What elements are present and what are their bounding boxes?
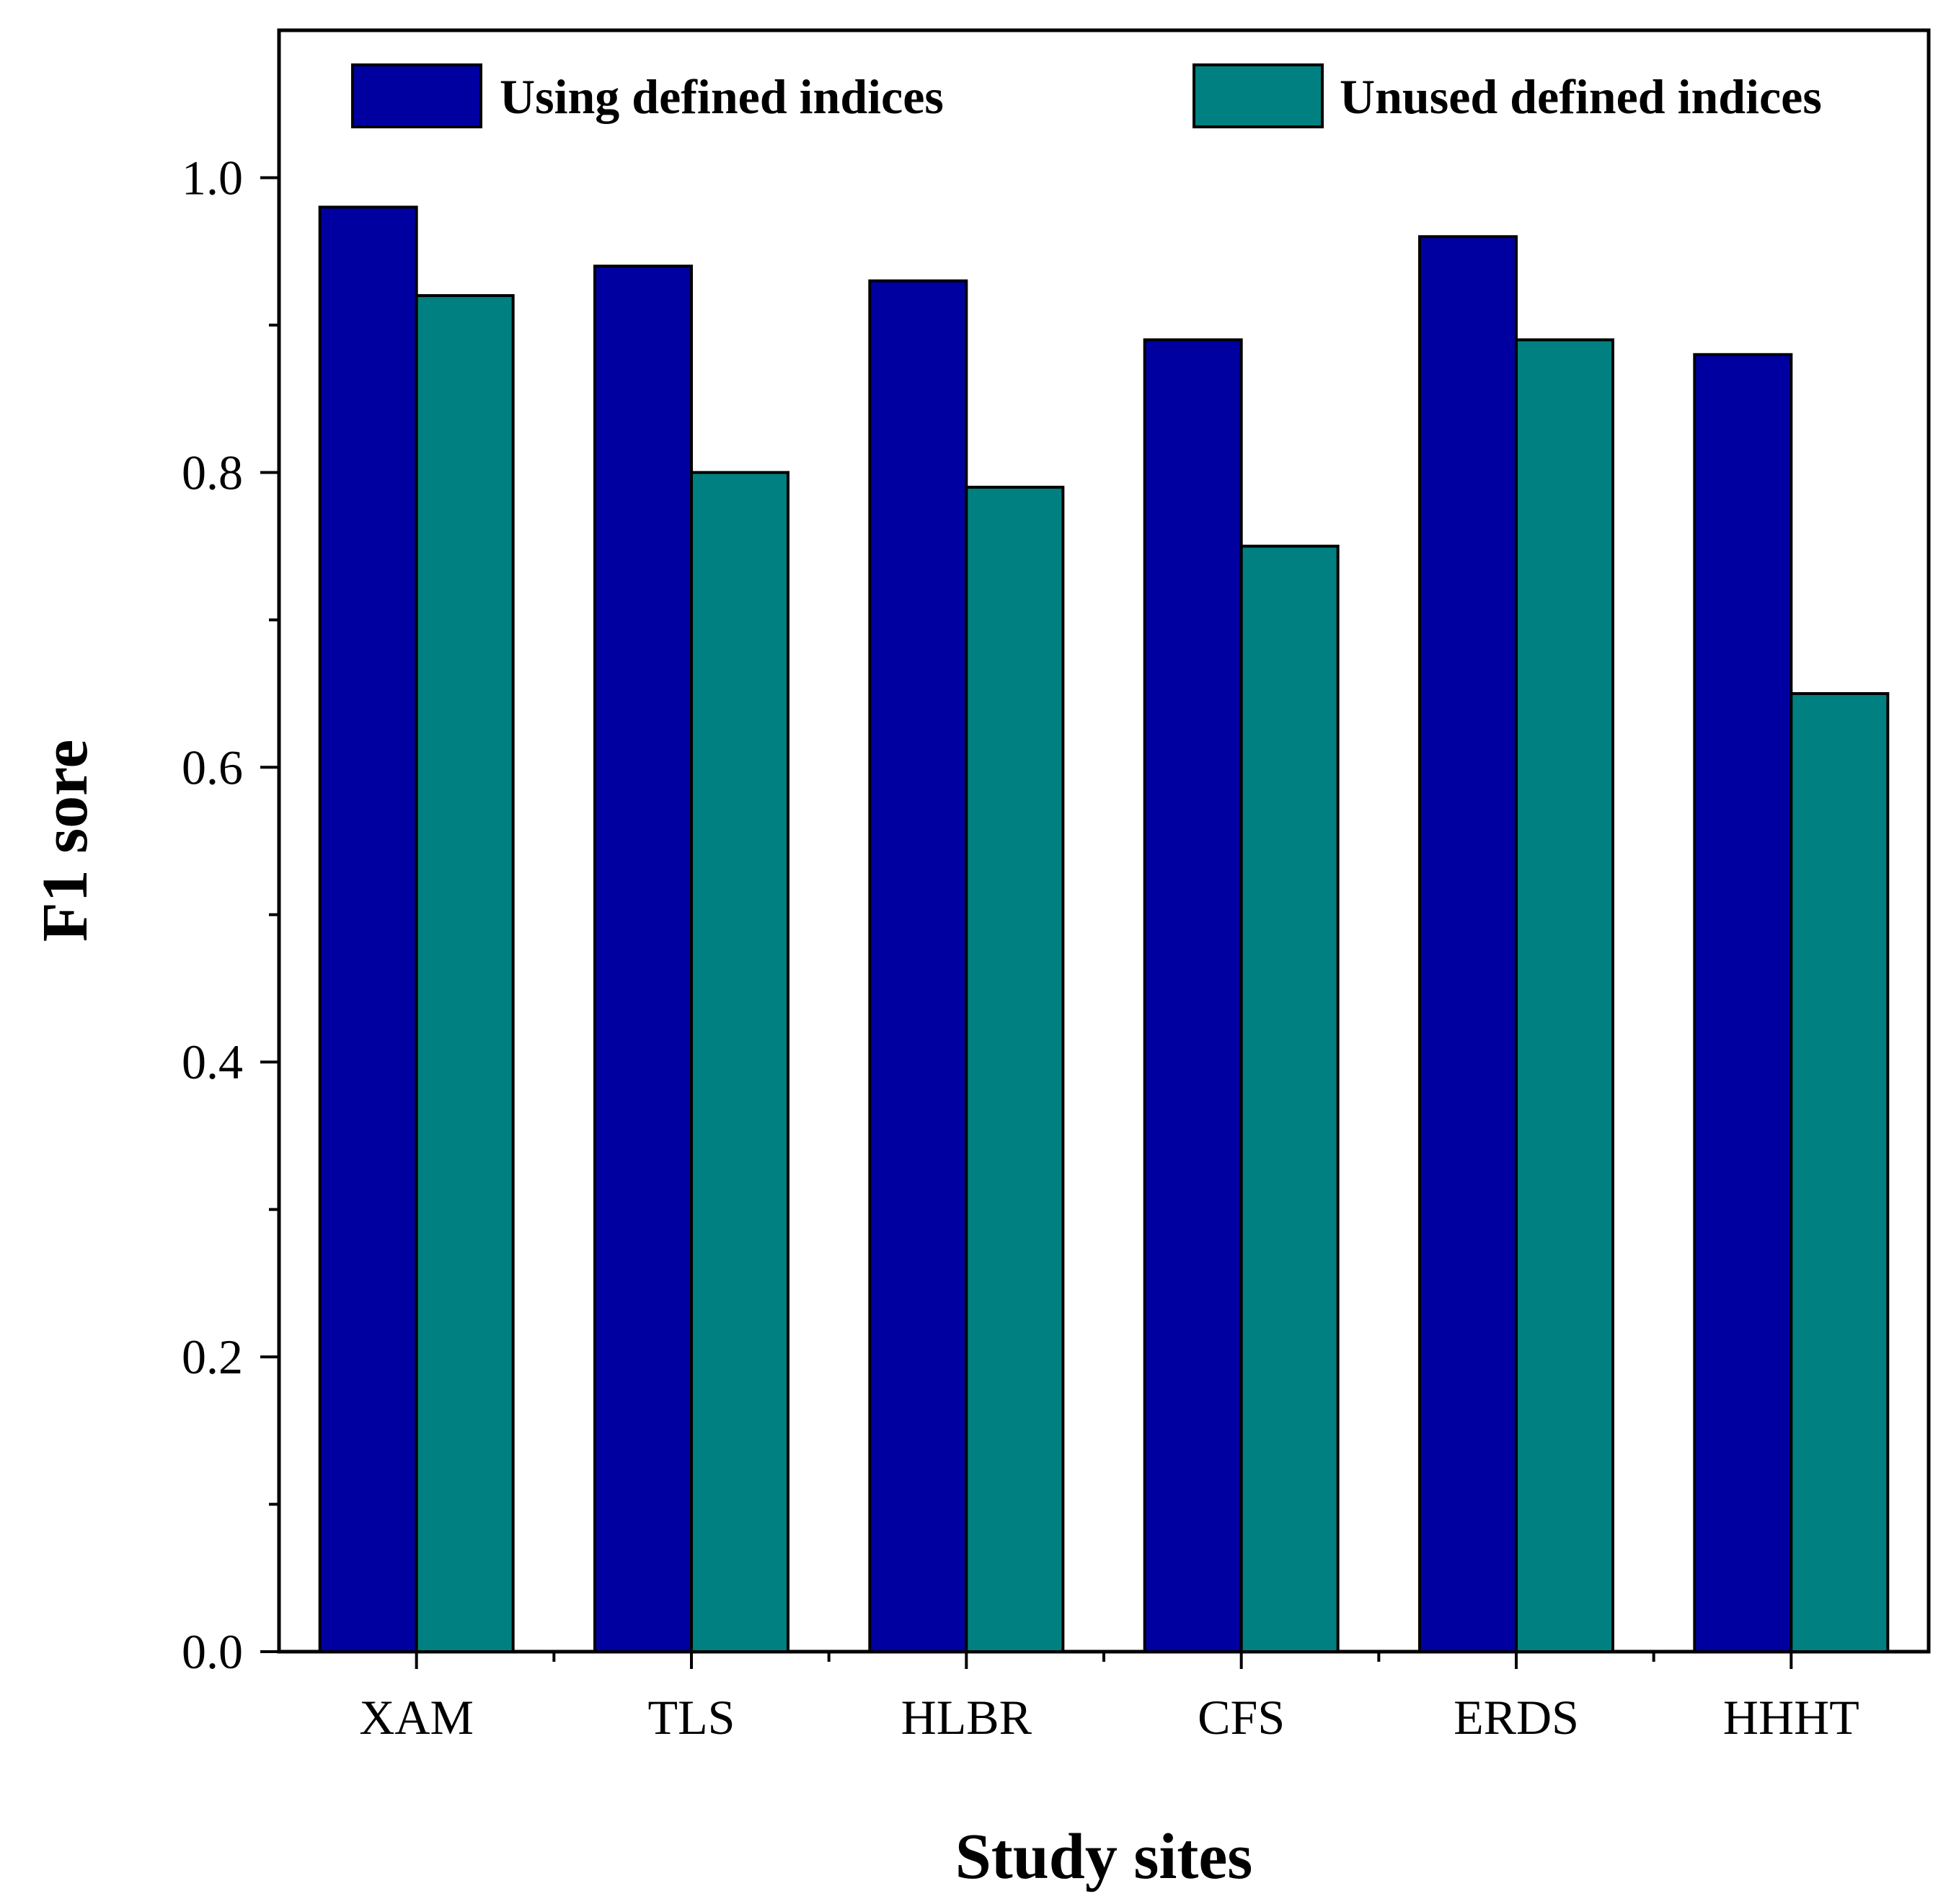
y-tick-label: 0.4 — [182, 1035, 243, 1089]
legend-swatch-using — [351, 63, 482, 128]
x-tick-label: HHHT — [1723, 1690, 1859, 1745]
bar-hlbr-using — [868, 279, 968, 1653]
bar-erds-unused — [1515, 338, 1614, 1654]
legend-label-using: Using defined indices — [500, 69, 944, 124]
y-axis-title: F1 sore — [30, 740, 101, 942]
bars-layer — [318, 205, 1890, 1654]
y-tick-label: 0.8 — [182, 445, 243, 500]
x-tick-label: CFS — [1198, 1690, 1285, 1745]
x-tick-label: ERDS — [1454, 1690, 1579, 1745]
bar-hhht-using — [1693, 353, 1793, 1653]
bar-cfs-using — [1143, 338, 1243, 1654]
x-tick-label: XAM — [359, 1690, 474, 1745]
x-axis-title: Study sites — [955, 1821, 1253, 1892]
bar-xam-unused — [415, 294, 515, 1653]
bar-hlbr-unused — [965, 485, 1065, 1653]
y-tick-label: 1.0 — [182, 150, 243, 205]
legend-label-unused: Unused defined indices — [1340, 69, 1822, 124]
bar-hhht-unused — [1789, 692, 1890, 1654]
legend-swatch-unused — [1193, 63, 1324, 128]
x-tick-label: TLS — [648, 1690, 735, 1745]
y-tick-label: 0.0 — [182, 1624, 243, 1679]
legend: Using defined indices Unused defined indi… — [351, 63, 1822, 128]
bar-cfs-unused — [1239, 544, 1340, 1653]
plot-frame — [277, 28, 1931, 1654]
y-tick-label: 0.6 — [182, 740, 243, 794]
bar-xam-using — [318, 205, 418, 1653]
bar-tls-unused — [690, 471, 789, 1653]
bar-erds-using — [1418, 235, 1518, 1654]
y-tick-label: 0.2 — [182, 1329, 243, 1384]
bar-tls-using — [593, 265, 693, 1653]
x-tick-label: HLBR — [901, 1690, 1032, 1745]
axis-layer: XAM TLS HLBR CFS ERDS HHHT 0.0 0.2 0.4 0.6 0.8 1.0 — [182, 150, 1859, 1745]
